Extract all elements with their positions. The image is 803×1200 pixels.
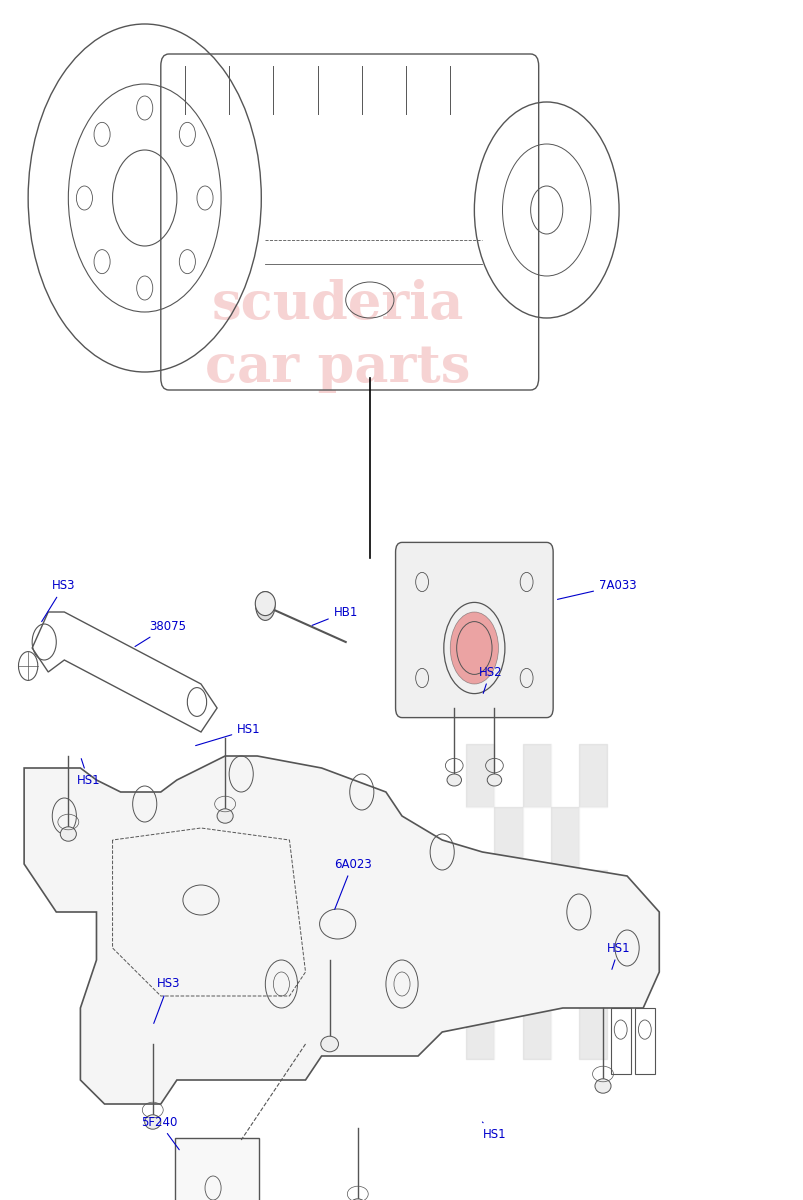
Bar [466,934,494,996]
Bar [522,996,550,1060]
Bar [578,934,606,996]
Ellipse shape [60,827,76,841]
Bar [522,870,550,934]
Bar [466,996,494,1060]
Text: HS1: HS1 [76,758,100,786]
Bar [550,996,578,1060]
Bar [466,870,494,934]
Text: HS1: HS1 [195,724,260,745]
FancyBboxPatch shape [395,542,552,718]
Text: HS1: HS1 [482,1122,505,1140]
Bar [610,1008,630,1074]
Bar [522,806,550,870]
Bar [550,870,578,934]
Bar [494,934,522,996]
Bar [578,744,606,806]
Polygon shape [24,756,658,1104]
Text: 7A033: 7A033 [556,580,636,599]
Text: HB1: HB1 [312,606,357,625]
Text: 6A023: 6A023 [333,858,371,910]
Bar [494,870,522,934]
Ellipse shape [487,774,501,786]
Bar [494,744,522,806]
Bar [466,806,494,870]
FancyBboxPatch shape [175,1138,259,1200]
Bar [494,996,522,1060]
Text: HS3: HS3 [42,580,75,622]
Text: HS3: HS3 [153,978,180,1024]
Text: HS2: HS2 [478,666,501,694]
Bar [522,934,550,996]
Ellipse shape [349,1199,365,1200]
Bar [550,806,578,870]
Bar [578,806,606,870]
Ellipse shape [594,1079,610,1093]
Bar [578,870,606,934]
Bar [550,744,578,806]
Text: HS1: HS1 [606,942,630,970]
Text: 38075: 38075 [135,620,185,647]
Ellipse shape [217,809,233,823]
Circle shape [450,612,498,684]
Bar [494,806,522,870]
Ellipse shape [446,774,461,786]
Ellipse shape [320,1036,338,1051]
Bar [578,996,606,1060]
Ellipse shape [255,592,275,616]
Bar [522,744,550,806]
Ellipse shape [145,1115,161,1129]
Text: 5F240: 5F240 [141,1116,179,1150]
Bar [466,744,494,806]
Bar [550,934,578,996]
Circle shape [255,592,275,620]
Text: scuderia
car parts: scuderia car parts [205,278,470,392]
Bar [634,1008,654,1074]
